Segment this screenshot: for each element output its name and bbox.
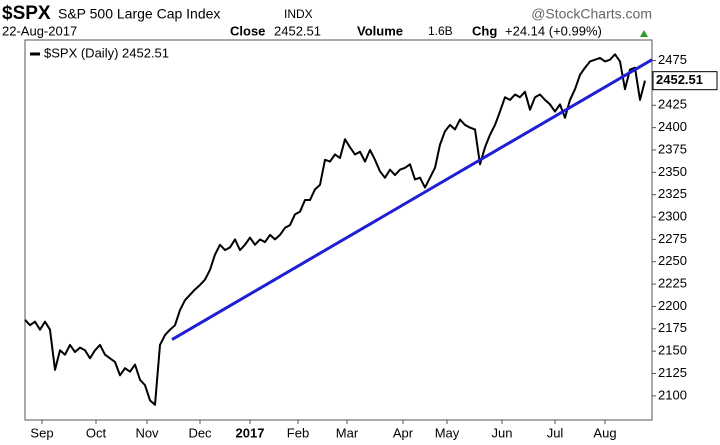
price-tag-box [652,71,718,91]
y-tick-label: 2400 [658,119,687,134]
chg-value: +24.14 (+0.99%) [505,23,602,38]
y-tick-label: 2175 [658,320,687,335]
plot-frame [24,39,653,421]
y-tick-label: 2325 [658,186,687,201]
y-tick-label: 2300 [658,208,687,223]
y-tick-label: 2375 [658,141,687,156]
symbol: $SPX [2,3,51,24]
y-tick-label: 2225 [658,276,687,291]
y-tick-label: 2350 [658,164,687,179]
x-tick-label: Aug [593,425,616,440]
x-tick-label: Oct [86,425,107,440]
x-tick-label: Mar [336,425,359,440]
volume-label: Volume [357,23,403,38]
y-tick-label: 2150 [658,343,687,358]
legend-label: $SPX (Daily) 2452.51 [44,45,169,60]
x-tick-label: Jul [547,425,564,440]
index-name: S&P 500 Large Cap Index [58,6,220,22]
y-tick-label: 2100 [658,387,687,402]
x-tick-label: Dec [188,425,212,440]
x-tick-label: Jun [492,425,513,440]
y-tick-label: 2475 [658,52,687,67]
close-value: 2452.51 [274,23,321,38]
x-tick-label: 2017 [236,425,265,440]
x-tick-label: Apr [393,425,414,440]
trendline [171,58,653,341]
y-tick-label: 2275 [658,231,687,246]
close-label: Close [230,23,265,38]
x-tick-label: May [435,425,460,440]
chg-label: Chg [472,23,497,38]
exchange: INDX [284,7,313,21]
x-tick-label: Feb [287,425,309,440]
volume-value: 1.6B [428,24,453,38]
date: 22-Aug-2017 [2,23,77,38]
y-tick-label: 2200 [658,298,687,313]
price-line [24,53,646,406]
y-tick-label: 2125 [658,365,687,380]
x-tick-label: Nov [135,425,159,440]
x-tick-label: Sep [30,425,53,440]
up-arrow [640,30,648,37]
source: @StockCharts.com [531,6,652,22]
y-tick-label: 2250 [658,253,687,268]
price-tag: 2452.51 [656,72,703,87]
y-tick-label: 2425 [658,97,687,112]
